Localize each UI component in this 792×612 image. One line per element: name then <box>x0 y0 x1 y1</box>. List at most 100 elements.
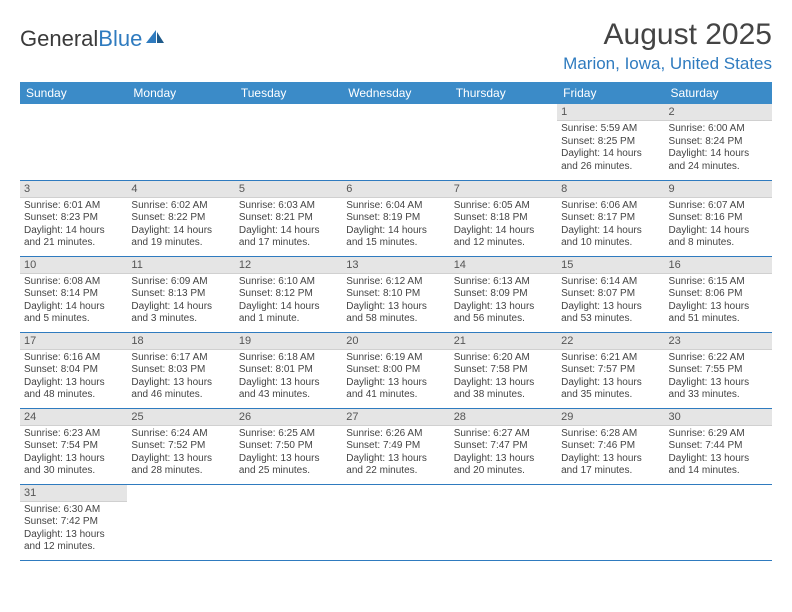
sunrise-text: Sunrise: 6:01 AM <box>24 200 123 213</box>
weekday-header: Friday <box>557 82 664 104</box>
sunset-text: Sunset: 7:50 PM <box>239 440 338 453</box>
day-details: Sunrise: 6:01 AMSunset: 8:23 PMDaylight:… <box>20 198 127 253</box>
daylight-text: and 15 minutes. <box>346 237 445 250</box>
calendar-cell: 31Sunrise: 6:30 AMSunset: 7:42 PMDayligh… <box>20 484 127 560</box>
calendar-cell: 27Sunrise: 6:26 AMSunset: 7:49 PMDayligh… <box>342 408 449 484</box>
daylight-text: and 5 minutes. <box>24 313 123 326</box>
day-number: 30 <box>665 409 772 426</box>
sunset-text: Sunset: 8:09 PM <box>454 288 553 301</box>
sunrise-text: Sunrise: 6:12 AM <box>346 276 445 289</box>
daylight-text: Daylight: 13 hours <box>454 301 553 314</box>
calendar-cell: 7Sunrise: 6:05 AMSunset: 8:18 PMDaylight… <box>450 180 557 256</box>
daylight-text: Daylight: 13 hours <box>24 453 123 466</box>
day-details: Sunrise: 6:19 AMSunset: 8:00 PMDaylight:… <box>342 350 449 405</box>
daylight-text: Daylight: 13 hours <box>561 301 660 314</box>
day-details: Sunrise: 6:03 AMSunset: 8:21 PMDaylight:… <box>235 198 342 253</box>
calendar-cell: 22Sunrise: 6:21 AMSunset: 7:57 PMDayligh… <box>557 332 664 408</box>
daylight-text: and 26 minutes. <box>561 161 660 174</box>
sunset-text: Sunset: 7:52 PM <box>131 440 230 453</box>
weekday-header: Sunday <box>20 82 127 104</box>
sunrise-text: Sunrise: 6:16 AM <box>24 352 123 365</box>
daylight-text: Daylight: 14 hours <box>131 301 230 314</box>
day-number: 19 <box>235 333 342 350</box>
weekday-header: Monday <box>127 82 234 104</box>
day-number: 13 <box>342 257 449 274</box>
day-details: Sunrise: 6:04 AMSunset: 8:19 PMDaylight:… <box>342 198 449 253</box>
calendar-cell: 20Sunrise: 6:19 AMSunset: 8:00 PMDayligh… <box>342 332 449 408</box>
sunrise-text: Sunrise: 6:24 AM <box>131 428 230 441</box>
calendar-cell <box>127 104 234 180</box>
calendar-row: 24Sunrise: 6:23 AMSunset: 7:54 PMDayligh… <box>20 408 772 484</box>
daylight-text: Daylight: 13 hours <box>561 377 660 390</box>
day-number: 18 <box>127 333 234 350</box>
calendar-cell: 8Sunrise: 6:06 AMSunset: 8:17 PMDaylight… <box>557 180 664 256</box>
daylight-text: and 48 minutes. <box>24 389 123 402</box>
daylight-text: and 28 minutes. <box>131 465 230 478</box>
daylight-text: Daylight: 13 hours <box>346 301 445 314</box>
daylight-text: Daylight: 14 hours <box>561 225 660 238</box>
daylight-text: Daylight: 13 hours <box>239 377 338 390</box>
calendar-cell: 17Sunrise: 6:16 AMSunset: 8:04 PMDayligh… <box>20 332 127 408</box>
sunset-text: Sunset: 7:58 PM <box>454 364 553 377</box>
day-number: 2 <box>665 104 772 121</box>
weekday-header: Tuesday <box>235 82 342 104</box>
sunset-text: Sunset: 8:23 PM <box>24 212 123 225</box>
sunrise-text: Sunrise: 6:07 AM <box>669 200 768 213</box>
daylight-text: Daylight: 14 hours <box>239 301 338 314</box>
sunset-text: Sunset: 8:10 PM <box>346 288 445 301</box>
daylight-text: and 25 minutes. <box>239 465 338 478</box>
daylight-text: Daylight: 13 hours <box>669 453 768 466</box>
daylight-text: Daylight: 14 hours <box>561 148 660 161</box>
sunset-text: Sunset: 7:46 PM <box>561 440 660 453</box>
calendar-cell: 24Sunrise: 6:23 AMSunset: 7:54 PMDayligh… <box>20 408 127 484</box>
day-details: Sunrise: 6:29 AMSunset: 7:44 PMDaylight:… <box>665 426 772 481</box>
daylight-text: Daylight: 13 hours <box>561 453 660 466</box>
sunrise-text: Sunrise: 6:09 AM <box>131 276 230 289</box>
weekday-header-row: Sunday Monday Tuesday Wednesday Thursday… <box>20 82 772 104</box>
day-number: 3 <box>20 181 127 198</box>
daylight-text: and 33 minutes. <box>669 389 768 402</box>
month-title: August 2025 <box>563 18 772 52</box>
calendar-cell <box>20 104 127 180</box>
calendar-cell <box>450 104 557 180</box>
calendar-cell <box>127 484 234 560</box>
sunset-text: Sunset: 8:24 PM <box>669 136 768 149</box>
sunrise-text: Sunrise: 6:19 AM <box>346 352 445 365</box>
day-number: 7 <box>450 181 557 198</box>
daylight-text: and 1 minute. <box>239 313 338 326</box>
calendar-cell: 28Sunrise: 6:27 AMSunset: 7:47 PMDayligh… <box>450 408 557 484</box>
day-number: 21 <box>450 333 557 350</box>
daylight-text: and 17 minutes. <box>561 465 660 478</box>
sunrise-text: Sunrise: 6:03 AM <box>239 200 338 213</box>
sunset-text: Sunset: 8:00 PM <box>346 364 445 377</box>
calendar-cell <box>450 484 557 560</box>
day-details: Sunrise: 6:05 AMSunset: 8:18 PMDaylight:… <box>450 198 557 253</box>
daylight-text: Daylight: 14 hours <box>239 225 338 238</box>
day-details: Sunrise: 6:21 AMSunset: 7:57 PMDaylight:… <box>557 350 664 405</box>
day-number: 20 <box>342 333 449 350</box>
sunset-text: Sunset: 8:19 PM <box>346 212 445 225</box>
day-number: 24 <box>20 409 127 426</box>
calendar-cell: 10Sunrise: 6:08 AMSunset: 8:14 PMDayligh… <box>20 256 127 332</box>
daylight-text: and 46 minutes. <box>131 389 230 402</box>
sunrise-text: Sunrise: 6:28 AM <box>561 428 660 441</box>
daylight-text: and 53 minutes. <box>561 313 660 326</box>
sunset-text: Sunset: 7:47 PM <box>454 440 553 453</box>
weekday-header: Wednesday <box>342 82 449 104</box>
day-number: 29 <box>557 409 664 426</box>
daylight-text: Daylight: 14 hours <box>669 148 768 161</box>
calendar-cell: 12Sunrise: 6:10 AMSunset: 8:12 PMDayligh… <box>235 256 342 332</box>
sail-icon <box>144 26 166 52</box>
sunset-text: Sunset: 7:57 PM <box>561 364 660 377</box>
sunrise-text: Sunrise: 6:02 AM <box>131 200 230 213</box>
sunrise-text: Sunrise: 6:05 AM <box>454 200 553 213</box>
daylight-text: Daylight: 13 hours <box>24 377 123 390</box>
logo: GeneralBlue <box>20 26 166 52</box>
day-details: Sunrise: 6:17 AMSunset: 8:03 PMDaylight:… <box>127 350 234 405</box>
day-number: 25 <box>127 409 234 426</box>
daylight-text: and 41 minutes. <box>346 389 445 402</box>
day-details: Sunrise: 6:14 AMSunset: 8:07 PMDaylight:… <box>557 274 664 329</box>
day-number: 23 <box>665 333 772 350</box>
day-details: Sunrise: 6:26 AMSunset: 7:49 PMDaylight:… <box>342 426 449 481</box>
daylight-text: Daylight: 13 hours <box>454 453 553 466</box>
